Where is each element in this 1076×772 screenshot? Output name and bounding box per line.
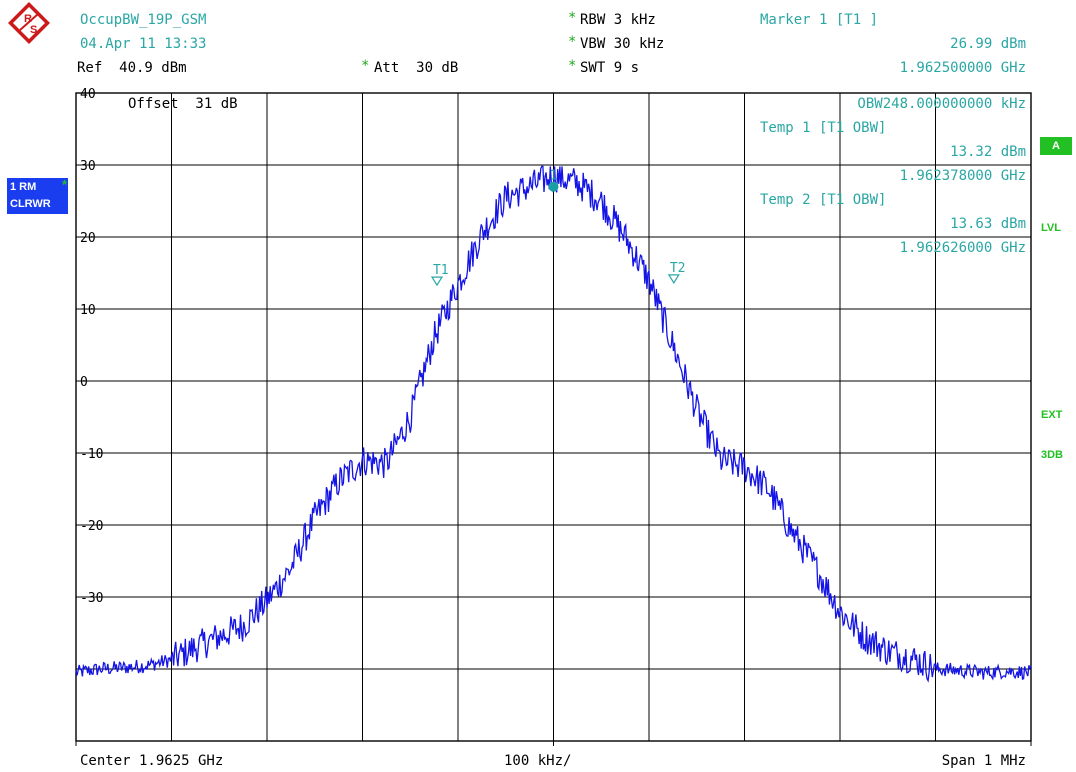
trace-name: OccupBW_19P_GSM (80, 12, 207, 28)
marker-1-dot (548, 181, 559, 192)
y-tick-label: 10 (80, 303, 96, 318)
att-star: * (361, 58, 370, 74)
3db-label: 3DB (1041, 449, 1064, 461)
center-frequency: Center 1.9625 GHz (80, 753, 224, 769)
y-tick-label: -20 (80, 519, 103, 534)
temp-marker-triangle (430, 276, 444, 287)
y-tick-label: 30 (80, 159, 96, 174)
marker-frequency: 1.962500000 GHz (899, 60, 1026, 76)
obw-readout: OBW248.000000000 kHz (857, 96, 1026, 112)
svg-text:R: R (24, 13, 32, 25)
y-tick-labels: 40 30 20 10 0 -10 -20 -30 (80, 87, 103, 606)
marker-1-label: 1 (550, 169, 558, 184)
ext-label: EXT (1041, 409, 1063, 421)
temp2-title: Temp 2 [T1 OBW] (760, 192, 887, 208)
vbw-star: * (568, 34, 577, 50)
y-tick-label: -10 (80, 447, 103, 462)
attenuation: Att 30 dB (374, 60, 459, 76)
y-tick-label: 20 (80, 231, 96, 246)
trace-a-badge: A (1040, 137, 1072, 155)
temp1-title: Temp 1 [T1 OBW] (760, 120, 887, 136)
swt-star: * (568, 58, 577, 74)
temp2-level: 13.63 dBm (950, 216, 1026, 232)
temp1-level: 13.32 dBm (950, 144, 1026, 160)
temp-marker-label: T1 (433, 263, 449, 278)
y-tick-label: -30 (80, 591, 103, 606)
svg-text:S: S (30, 24, 37, 36)
lvl-label: LVL (1041, 222, 1061, 234)
rohde-schwarz-logo: R S (8, 2, 50, 44)
ref-level: Ref 40.9 dBm (77, 60, 187, 76)
marker-level: 26.99 dBm (950, 36, 1026, 52)
trace-star: * (62, 177, 68, 192)
grid (75, 92, 1032, 746)
temp1-frequency: 1.962378000 GHz (899, 168, 1026, 184)
vbw: VBW 30 kHz (580, 36, 665, 52)
division-label: 100 kHz/ (504, 753, 572, 769)
sweep-time: SWT 9 s (580, 60, 640, 76)
date-time: 04.Apr 11 13:33 (80, 36, 207, 52)
temp-marker-triangle (667, 274, 680, 284)
clrwr-label: CLRWR (10, 198, 51, 210)
trace-mode-box: 1 RM CLRWR (7, 178, 68, 214)
y-tick-label: 0 (80, 375, 88, 390)
trace-mode: 1 RM (10, 181, 37, 193)
rbw-star: * (568, 10, 577, 26)
marker-title: Marker 1 [T1 ] (760, 12, 879, 28)
y-tick-label: 40 (80, 87, 96, 102)
temp-marker-label: T2 (670, 261, 686, 276)
offset-label: Offset 31 dB (128, 96, 238, 112)
temp2-frequency: 1.962626000 GHz (899, 240, 1026, 256)
markers: 1 T1 T2 (430, 169, 686, 287)
span-label: Span 1 MHz (941, 753, 1026, 769)
rbw: RBW 3 kHz (580, 12, 656, 28)
